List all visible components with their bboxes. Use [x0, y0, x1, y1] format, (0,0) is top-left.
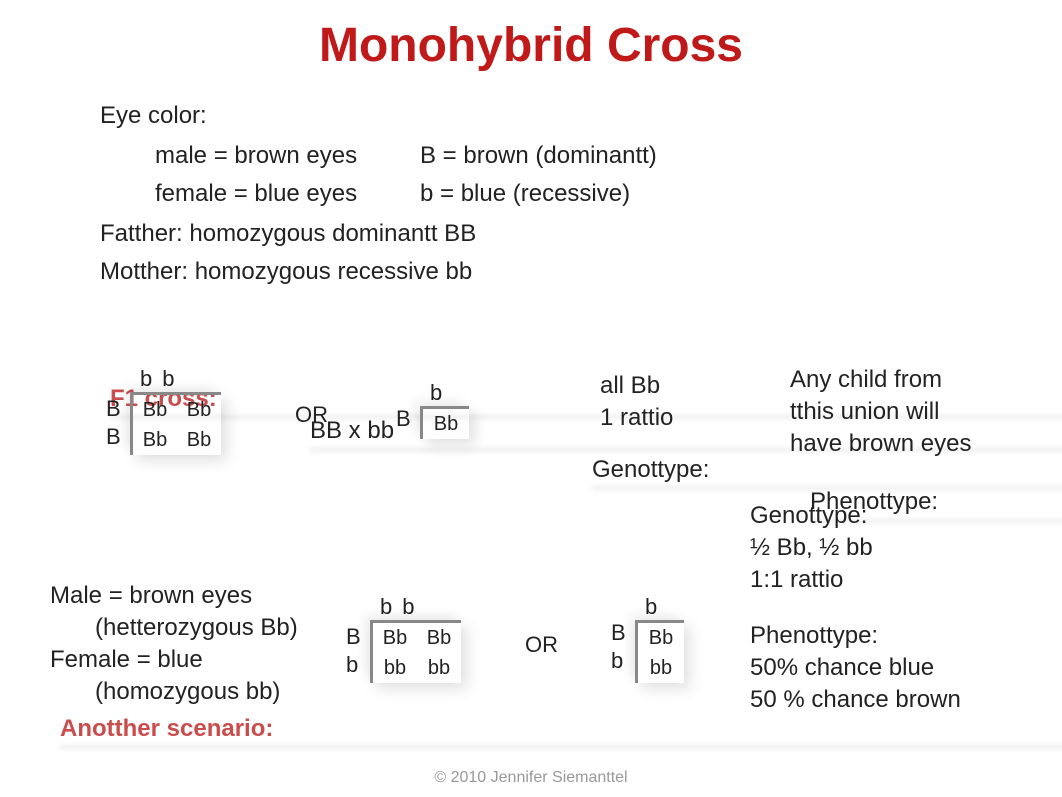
male-line: male = brown eyes	[155, 140, 357, 172]
f1-phenotype-3: have brown eyes	[790, 428, 971, 460]
f1-p2-cell-01: Bb	[177, 395, 221, 425]
f1-p2-cell-11: Bb	[177, 425, 221, 455]
alt-p2-top-0: b	[380, 594, 392, 620]
alt-p1-top-0: b	[645, 594, 657, 620]
f1-p1-left-0: B	[396, 406, 411, 432]
f1-p1-cell-00: Bb	[423, 409, 469, 439]
copyright: © 2010 Jennifer Siemanttel	[0, 769, 1062, 787]
alt-male-2: (hetterozygous Bb)	[95, 612, 298, 644]
alt-p1-cell-10: bb	[638, 653, 684, 683]
alt-genotype-2: 1:1 rattio	[750, 564, 843, 596]
alt-p2-top-1: b	[402, 594, 414, 620]
alt-p1-cell-00: Bb	[638, 623, 684, 653]
f1-punnett-1x1: b B Bb	[420, 406, 469, 439]
allele-b-def: b = blue (recessive)	[420, 178, 630, 210]
alt-punnett-2x2: bb Bb BbBb bbbb	[370, 620, 461, 683]
alt-p2-cell-10: bb	[373, 653, 417, 683]
alt-punnett-1x2: b Bb Bb bb	[635, 620, 684, 683]
alt-p1-left-1: b	[611, 648, 626, 674]
alt-phenotype-label: Phenottype:	[750, 620, 878, 652]
f1-or: OR	[295, 400, 328, 430]
alt-female-2: (homozygous bb)	[95, 676, 280, 708]
f1-genotype-1: all Bb	[600, 370, 660, 402]
alt-phenotype-1: 50% chance blue	[750, 652, 934, 684]
alt-p2-left-0: B	[346, 624, 361, 650]
alt-p1-left-0: B	[611, 620, 626, 646]
eye-color-label: Eye color:	[100, 100, 207, 132]
father-line: Fatther: homozygous dominantt BB	[100, 218, 476, 250]
page: Monohybrid Cross Eye color: male = brown…	[0, 0, 1062, 797]
f1-p2-left-0: B	[106, 396, 121, 422]
f1-p1-top-0: b	[430, 380, 442, 406]
alt-p2-left-1: b	[346, 652, 361, 678]
f1-phenotype-2: tthis union will	[790, 396, 939, 428]
alt-p2-cell-01: Bb	[417, 623, 461, 653]
alt-female-1: Female = blue	[50, 644, 203, 676]
f1-p2-top-1: b	[162, 366, 174, 392]
alt-genotype-label: Genottype:	[750, 500, 867, 532]
f1-genotype-2: 1 rattio	[600, 402, 673, 434]
f1-phenotype-1: Any child from	[790, 364, 942, 396]
alt-genotype-1: ½ Bb, ½ bb	[750, 532, 873, 564]
f1-punnett-2x2: bb BB BbBb BbBb	[130, 392, 221, 455]
alt-p2-cell-00: Bb	[373, 623, 417, 653]
alt-p2-cell-11: bb	[417, 653, 461, 683]
f1-p2-left-1: B	[106, 424, 121, 450]
page-title: Monohybrid Cross	[0, 0, 1062, 73]
alt-or: OR	[525, 630, 558, 660]
mother-line: Motther: homozygous recessive bb	[100, 256, 472, 288]
alt-phenotype-2: 50 % chance brown	[750, 684, 961, 716]
female-line: female = blue eyes	[155, 178, 357, 210]
f1-p2-top-0: b	[140, 366, 152, 392]
f1-p2-cell-00: Bb	[133, 395, 177, 425]
alt-male-1: Male = brown eyes	[50, 580, 252, 612]
allele-B-def: B = brown (dominantt)	[420, 140, 657, 172]
f1-p2-cell-10: Bb	[133, 425, 177, 455]
alt-label: Anotther scenario:	[60, 713, 1062, 745]
